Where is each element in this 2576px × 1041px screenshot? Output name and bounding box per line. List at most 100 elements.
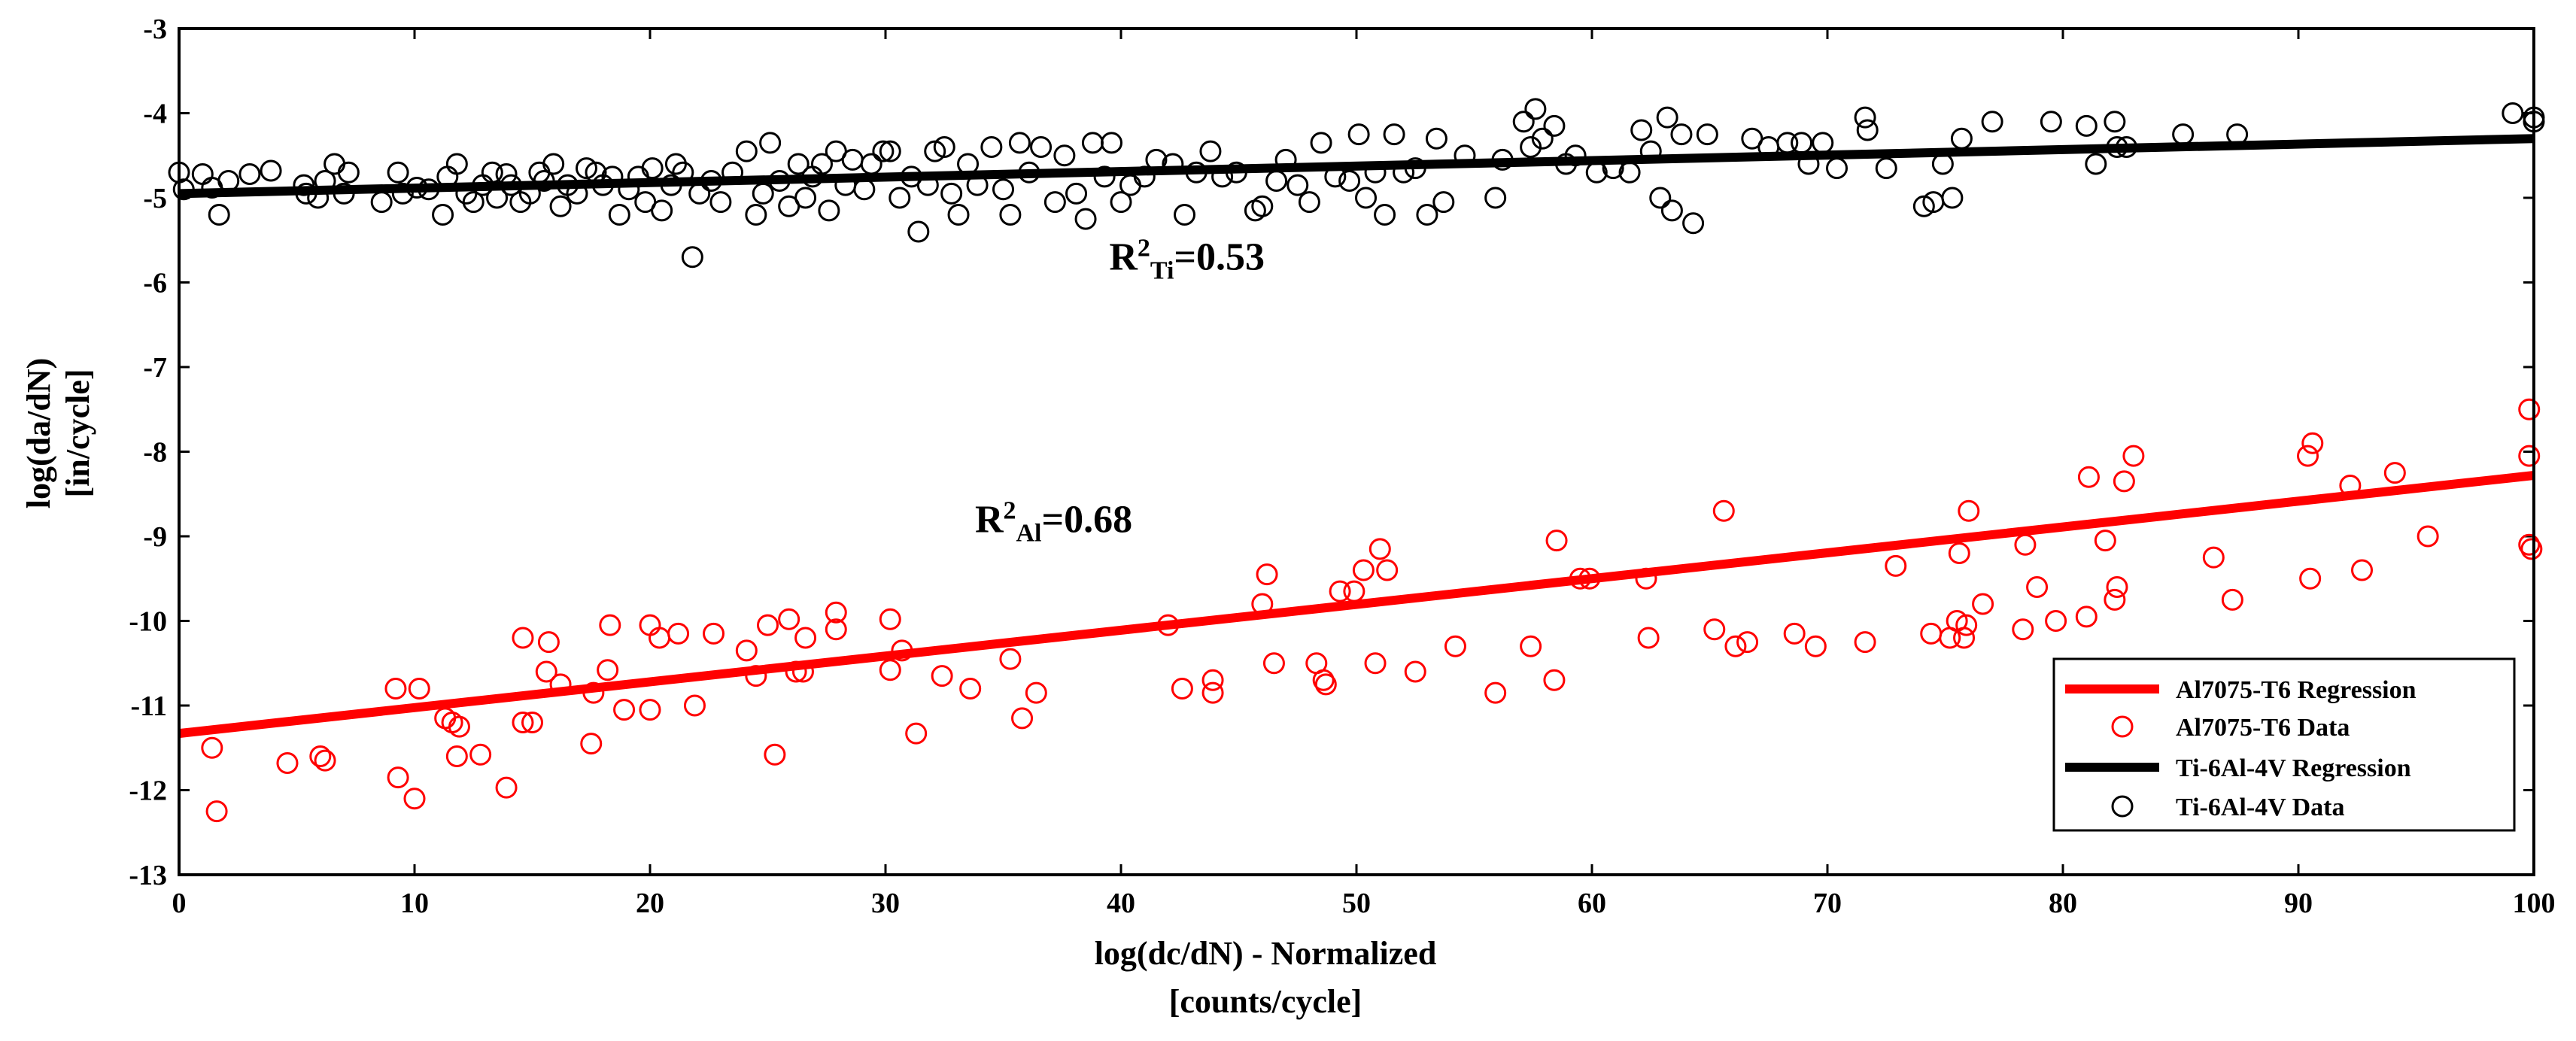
data-point-al7075-t6-data — [512, 627, 534, 649]
data-point-ti-6al-4v-data — [1854, 106, 1876, 129]
data-point-ti-6al-4v-data — [999, 204, 1022, 226]
legend-label-ti-regression: Ti-6Al-4V Regression — [2176, 754, 2411, 782]
data-point-ti-6al-4v-data — [2104, 111, 2126, 133]
data-point-al7075-t6-data — [2026, 576, 2049, 598]
x-tick-label: 40 — [1107, 888, 1135, 919]
line-ti-6al-4v-regression — [178, 134, 2535, 199]
data-point-ti-6al-4v-data — [1265, 170, 1288, 192]
data-point-al7075-t6-data — [2012, 618, 2034, 641]
annotations-layer: R2Ti=0.53 R2Al=0.68 — [975, 235, 1265, 548]
y-tick-label: -13 — [129, 860, 167, 891]
data-point-ti-6al-4v-data — [1065, 182, 1088, 205]
data-point-ti-6al-4v-data — [1074, 208, 1097, 230]
y-tick-label: -10 — [129, 606, 167, 638]
data-point-al7075-t6-data — [469, 743, 492, 766]
data-point-ti-6al-4v-data — [2075, 114, 2098, 137]
data-point-al7075-t6-data — [757, 614, 779, 636]
data-point-al7075-t6-data — [1804, 635, 1827, 657]
data-point-ti-6al-4v-data — [841, 148, 864, 171]
data-point-ti-6al-4v-data — [651, 199, 673, 222]
data-point-ti-6al-4v-data — [2172, 123, 2195, 146]
data-point-ti-6al-4v-data — [1081, 132, 1104, 154]
data-point-al7075-t6-data — [825, 601, 847, 624]
data-point-al7075-t6-data — [434, 707, 457, 730]
data-point-ti-6al-4v-data — [810, 153, 833, 175]
data-point-al7075-t6-data — [764, 743, 786, 766]
data-point-ti-6al-4v-data — [238, 163, 261, 185]
data-point-ti-6al-4v-data — [1110, 191, 1132, 214]
data-point-al7075-t6-data — [1703, 618, 1726, 641]
data-point-ti-6al-4v-data — [1251, 195, 1274, 217]
data-point-al7075-t6-data — [2106, 576, 2128, 598]
data-point-ti-6al-4v-data — [933, 136, 955, 158]
data-point-al7075-t6-data — [794, 627, 817, 649]
data-point-al7075-t6-data — [2518, 445, 2541, 467]
data-point-ti-6al-4v-data — [735, 140, 758, 162]
data-point-al7075-t6-data — [2351, 559, 2374, 581]
data-point-ti-6al-4v-data — [1630, 119, 1653, 141]
data-point-al7075-t6-data — [2299, 567, 2322, 590]
data-point-al7075-t6-data — [276, 752, 299, 774]
y-tick-label: -3 — [143, 14, 167, 45]
data-point-ti-6al-4v-data — [1682, 212, 1705, 235]
x-tick-label: 80 — [2049, 888, 2077, 919]
data-point-ti-6al-4v-data — [1950, 127, 1973, 150]
data-point-ti-6al-4v-data — [992, 178, 1014, 201]
data-point-al7075-t6-data — [2077, 466, 2100, 488]
data-point-al7075-t6-data — [537, 631, 560, 654]
y-axis-label: log(da/dN) — [20, 358, 57, 508]
data-point-al7075-t6-data — [2417, 525, 2439, 548]
y-tick-label: -4 — [143, 99, 167, 130]
data-point-ti-6al-4v-data — [1649, 187, 1672, 209]
data-point-al7075-t6-data — [683, 694, 706, 717]
legend-label-al-regression: Al7075-T6 Regression — [2176, 676, 2417, 704]
data-point-ti-6al-4v-data — [324, 153, 346, 175]
data-point-ti-6al-4v-data — [980, 136, 1003, 158]
data-point-al7075-t6-data — [387, 766, 409, 789]
data-point-ti-6al-4v-data — [1374, 204, 1396, 226]
data-point-ti-6al-4v-data — [752, 182, 774, 205]
data-point-al7075-t6-data — [1376, 559, 1399, 581]
data-point-al7075-t6-data — [2301, 432, 2324, 454]
data-point-al7075-t6-data — [1543, 669, 1566, 691]
data-point-al7075-t6-data — [1444, 635, 1466, 657]
data-point-al7075-t6-data — [1329, 580, 1351, 602]
data-point-al7075-t6-data — [201, 736, 223, 759]
data-point-al7075-t6-data — [1637, 627, 1660, 649]
data-point-ti-6al-4v-data — [641, 157, 664, 180]
data-point-al7075-t6-data — [1953, 627, 1976, 649]
data-point-al7075-t6-data — [2202, 546, 2225, 569]
data-point-ti-6al-4v-data — [879, 140, 901, 162]
data-point-ti-6al-4v-data — [1338, 170, 1361, 192]
data-point-ti-6al-4v-data — [1298, 191, 1320, 214]
data-point-al7075-t6-data — [403, 788, 426, 810]
legend-label-al-data: Al7075-T6 Data — [2176, 714, 2350, 742]
data-point-ti-6al-4v-data — [664, 153, 687, 175]
data-point-al7075-t6-data — [580, 733, 603, 755]
data-point-al7075-t6-data — [1368, 538, 1391, 560]
data-point-ti-6al-4v-data — [495, 163, 518, 185]
points-layer — [168, 98, 2545, 823]
x-tick-label: 30 — [871, 888, 900, 919]
y-tick-label: -6 — [143, 268, 167, 299]
data-point-ti-6al-4v-data — [1941, 187, 1964, 209]
data-point-al7075-t6-data — [1011, 707, 1034, 730]
data-point-al7075-t6-data — [778, 608, 800, 630]
data-point-ti-6al-4v-data — [1981, 111, 2003, 133]
data-point-al7075-t6-data — [1736, 631, 1759, 654]
data-point-ti-6al-4v-data — [549, 195, 572, 217]
x-tick-label: 0 — [172, 888, 187, 919]
x-tick-label: 10 — [400, 888, 429, 919]
data-point-ti-6al-4v-data — [445, 153, 468, 175]
data-point-al7075-t6-data — [1484, 681, 1507, 704]
x-tick-label: 20 — [636, 888, 664, 919]
data-point-al7075-t6-data — [495, 776, 518, 799]
data-point-ti-6al-4v-data — [370, 191, 393, 214]
data-point-al7075-t6-data — [2075, 605, 2098, 628]
data-point-ti-6al-4v-data — [1355, 187, 1378, 209]
data-point-ti-6al-4v-data — [1856, 119, 1879, 141]
data-point-al7075-t6-data — [2122, 445, 2145, 467]
data-point-ti-6al-4v-data — [1696, 123, 1718, 146]
data-point-ti-6al-4v-data — [1030, 136, 1053, 158]
